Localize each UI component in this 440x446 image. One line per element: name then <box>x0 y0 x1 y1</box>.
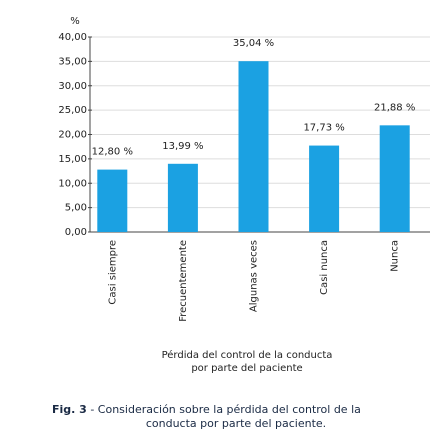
y-tick-label: 40,00 <box>58 32 87 43</box>
y-tick-label: 5,00 <box>65 203 87 214</box>
x-axis-title: por parte del paciente <box>191 363 302 374</box>
x-tick-label: Casi siempre <box>107 240 118 305</box>
y-tick-label: 35,00 <box>58 56 87 67</box>
bar <box>167 163 198 232</box>
y-tick-label: 25,00 <box>58 105 87 116</box>
caption-label: Fig. 3 <box>52 403 87 416</box>
caption: Fig. 3 - Consideración sobre la pérdida … <box>52 403 361 416</box>
y-tick-label: 20,00 <box>58 130 87 141</box>
x-tick-label: Algunas veces <box>249 240 260 312</box>
caption-text: conducta por parte del paciente. <box>146 417 326 430</box>
value-label: 13,99 % <box>162 141 203 152</box>
bar <box>238 61 269 233</box>
y-tick-label: 0,00 <box>65 227 87 238</box>
x-tick-label: Frecuentemente <box>178 240 189 322</box>
x-tick-label: Nunca <box>390 240 401 272</box>
y-tick-label: 30,00 <box>58 81 87 92</box>
y-axis-title: % <box>70 16 80 27</box>
value-label: 12,80 % <box>92 147 133 158</box>
value-label: 17,73 % <box>303 123 344 134</box>
bar <box>309 145 340 232</box>
y-tick-label: 10,00 <box>58 178 87 189</box>
bar <box>379 125 410 232</box>
value-label: 21,88 % <box>374 102 415 113</box>
y-tick-label: 15,00 <box>58 154 87 165</box>
value-label: 35,04 % <box>233 38 274 49</box>
x-axis-title: Pérdida del control de la conducta <box>162 349 333 361</box>
x-tick-label: Casi nunca <box>319 240 330 295</box>
bar <box>97 169 128 232</box>
caption-text: - Consideración sobre la pérdida del con… <box>87 403 361 416</box>
